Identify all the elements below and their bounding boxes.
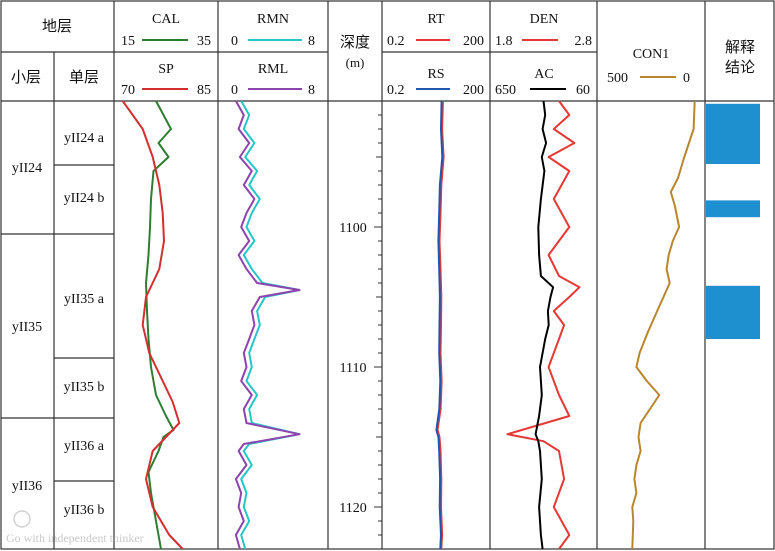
legend-rs-name: RS xyxy=(427,67,444,82)
legend-ac: AC 650 60 xyxy=(495,67,590,98)
depth-tick-label: 1120 xyxy=(339,501,366,516)
depth-axis: 1100 1110 1120 xyxy=(339,100,382,550)
unit-label-yII24b: yII24 b xyxy=(64,191,105,206)
legend-rs-max: 200 xyxy=(463,83,484,98)
legend-rml-min: 0 xyxy=(231,83,238,98)
legend-ac-min: 650 xyxy=(495,83,516,98)
sublayer-header: 小层 xyxy=(11,69,41,86)
legend-den-max: 2.8 xyxy=(575,34,593,49)
legend-ac-name: AC xyxy=(534,67,553,82)
legend-rmn-max: 8 xyxy=(308,34,315,49)
legend-rml-name: RML xyxy=(258,62,288,77)
interpretation-block-2 xyxy=(706,200,760,218)
conclusion-header-line2: 结论 xyxy=(725,59,755,76)
formation-header: 地层 xyxy=(42,18,72,35)
zone-label-yII35: yII35 xyxy=(12,320,42,335)
legend-sp: SP 70 85 xyxy=(121,62,211,98)
legend-rs: RS 0.2 200 xyxy=(387,67,484,98)
depth-title: 深度 xyxy=(340,34,370,51)
legend-rmn: RMN 0 8 xyxy=(231,12,315,49)
legend-rt: RT 0.2 200 xyxy=(387,12,484,49)
legend-rml: RML 0 8 xyxy=(231,62,315,98)
legend-rmn-min: 0 xyxy=(231,34,238,49)
unit-label-yII35b: yII35 b xyxy=(64,380,105,395)
legend-sp-name: SP xyxy=(158,62,174,77)
curve-rs xyxy=(435,100,444,550)
interpretation-track xyxy=(706,103,760,339)
legend-con1-max: 0 xyxy=(683,71,690,86)
depth-unit: (m) xyxy=(346,55,365,70)
watermark: Go with independent thinker xyxy=(6,510,144,545)
unit-label-yII36b: yII36 b xyxy=(64,503,105,518)
curve-con1 xyxy=(631,100,696,550)
curve-rml xyxy=(234,100,301,550)
legend-cal-max: 35 xyxy=(197,34,211,49)
interpretation-block-1 xyxy=(706,103,760,164)
curve-ac xyxy=(534,100,555,550)
unit-label-yII35a: yII35 a xyxy=(64,292,105,307)
legend-sp-min: 70 xyxy=(121,83,135,98)
legend-cal-min: 15 xyxy=(121,34,135,49)
legend-rml-max: 8 xyxy=(308,83,315,98)
legend-con1-min: 500 xyxy=(607,71,628,86)
legend-den-min: 1.8 xyxy=(495,34,513,49)
legend-cal: CAL 15 35 xyxy=(121,12,211,49)
unit-header: 单层 xyxy=(69,69,99,86)
legend-den-name: DEN xyxy=(530,12,559,27)
legend-rt-min: 0.2 xyxy=(387,34,405,49)
legend-rs-min: 0.2 xyxy=(387,83,405,98)
legend-con1-name: CON1 xyxy=(633,47,670,62)
legend-ac-max: 60 xyxy=(576,83,590,98)
unit-label-yII36a: yII36 a xyxy=(64,439,105,454)
depth-tick-label: 1100 xyxy=(339,221,366,236)
log-curves xyxy=(121,100,696,550)
curve-sp xyxy=(121,100,184,550)
curve-rmn xyxy=(240,100,301,550)
interpretation-block-3 xyxy=(706,285,760,339)
watermark-logo xyxy=(13,510,31,528)
curve-rt xyxy=(436,100,445,550)
legend-sp-max: 85 xyxy=(197,83,211,98)
legend-con1: CON1 500 0 xyxy=(607,47,690,86)
legend-rmn-name: RMN xyxy=(257,12,289,27)
zone-label-yII24: yII24 xyxy=(12,161,42,176)
legend-cal-name: CAL xyxy=(152,12,180,27)
unit-label-yII24a: yII24 a xyxy=(64,131,105,146)
legend-den: DEN 1.8 2.8 xyxy=(495,12,592,49)
legend-rt-name: RT xyxy=(427,12,444,27)
depth-tick-label: 1110 xyxy=(340,361,367,376)
conclusion-header-line1: 解释 xyxy=(725,39,755,56)
curve-den xyxy=(506,100,581,550)
watermark-text: Go with independent thinker xyxy=(6,531,144,545)
curve-cal xyxy=(145,100,175,550)
zone-label-yII36: yII36 xyxy=(12,479,42,494)
legend-rt-max: 200 xyxy=(463,34,484,49)
